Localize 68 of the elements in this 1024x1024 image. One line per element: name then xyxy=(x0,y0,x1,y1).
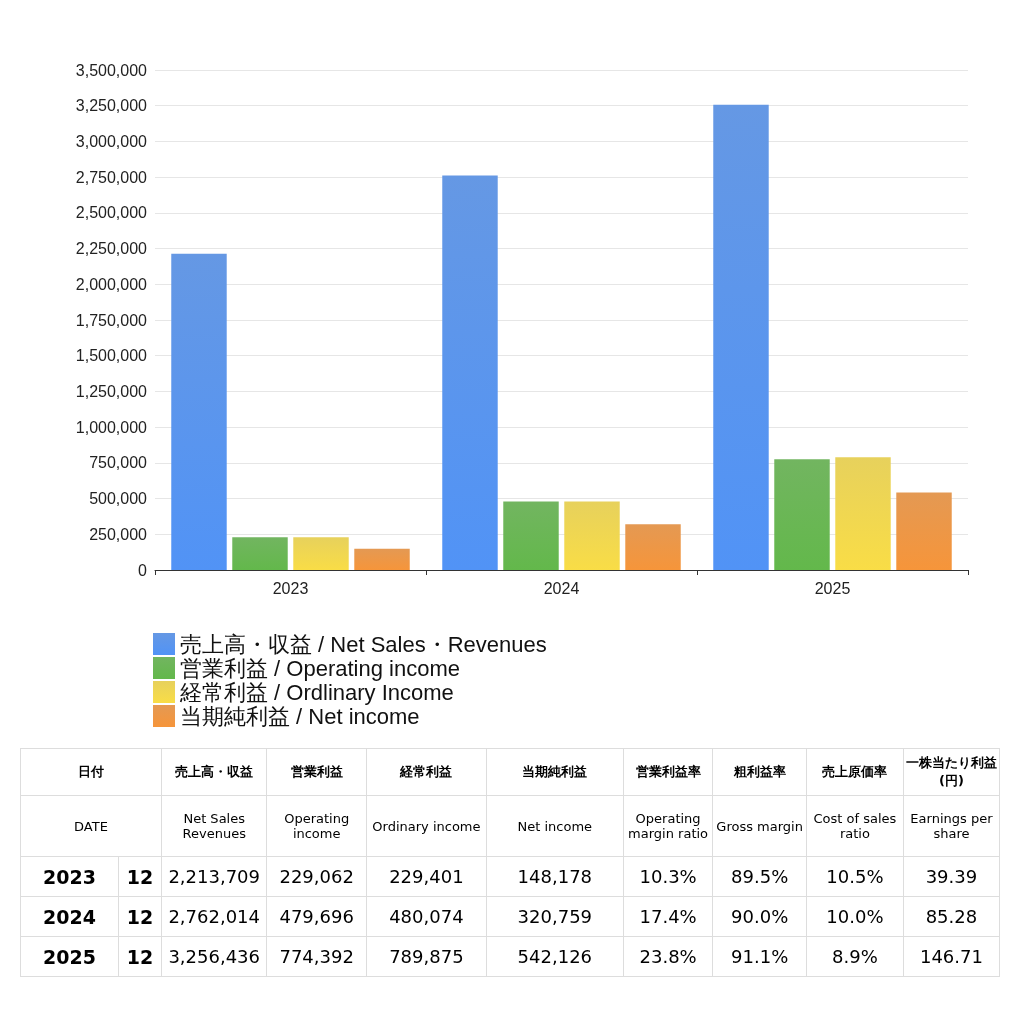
y-tick-label: 2,500,000 xyxy=(75,204,148,222)
text: DATE xyxy=(20,795,162,857)
text: 一株当たり利益(円) xyxy=(903,748,1000,796)
text: 2,213,709 xyxy=(161,856,267,897)
text: Net Sales Revenues xyxy=(161,795,267,857)
y-tick-label: 750,000 xyxy=(89,454,148,472)
text: 774,392 xyxy=(266,936,367,977)
text: 17.4% xyxy=(623,896,713,937)
category-label: 2024 xyxy=(43,905,96,928)
y-tick-label: 3,500,000 xyxy=(75,61,148,79)
text: 売上原価率 xyxy=(806,748,904,796)
text: 91.1% xyxy=(712,936,807,977)
text: 2,762,014 xyxy=(161,896,267,937)
text: 10.5% xyxy=(806,856,904,897)
text: 542,126 xyxy=(486,936,624,977)
category-label: 2025 xyxy=(43,945,96,968)
x-tick-label: 2023 xyxy=(272,579,309,597)
text: 148,178 xyxy=(486,856,624,897)
text: Operating margin ratio xyxy=(623,795,713,857)
text: 売上高・収益 xyxy=(161,748,267,796)
text: Operating income xyxy=(266,795,367,857)
text: 営業利益 xyxy=(266,748,367,796)
text: 12 xyxy=(118,896,162,937)
y-tick-label: 2,250,000 xyxy=(75,240,148,258)
text: 23.8% xyxy=(623,936,713,977)
text: 当期純利益 xyxy=(486,748,624,796)
y-tick-label: 1,750,000 xyxy=(75,311,148,329)
y-tick-label: 1,250,000 xyxy=(75,382,148,400)
category-label: 2023 xyxy=(43,865,96,888)
text: Cost of sales ratio xyxy=(806,795,904,857)
text: 320,759 xyxy=(486,896,624,937)
y-tick-label: 3,250,000 xyxy=(75,97,148,115)
x-tick-label: 2025 xyxy=(814,579,851,597)
text: 229,062 xyxy=(266,856,367,897)
text: 粗利益率 xyxy=(712,748,807,796)
text: 39.39 xyxy=(903,856,1000,897)
text: 日付 xyxy=(20,748,162,796)
text: 8.9% xyxy=(806,936,904,977)
text: 営業利益率 xyxy=(623,748,713,796)
y-tick-label: 3,000,000 xyxy=(75,132,148,150)
text: Ordinary income xyxy=(366,795,487,857)
y-tick-label: 500,000 xyxy=(89,490,148,508)
text: 経常利益 xyxy=(366,748,487,796)
y-tick-label: 1,000,000 xyxy=(75,418,148,436)
y-tick-label: 1,500,000 xyxy=(75,347,148,365)
text: 789,875 xyxy=(366,936,487,977)
text: Earnings per share xyxy=(903,795,1000,857)
text: Gross margin xyxy=(712,795,807,857)
text: 480,074 xyxy=(366,896,487,937)
text: 3,256,436 xyxy=(161,936,267,977)
text: 12 xyxy=(118,936,162,977)
text: 229,401 xyxy=(366,856,487,897)
x-tick-label: 2024 xyxy=(543,579,580,597)
text: 146.71 xyxy=(903,936,1000,977)
text: Net income xyxy=(486,795,624,857)
text: 10.3% xyxy=(623,856,713,897)
legend-label: 営業利益 / Operating income xyxy=(180,655,460,681)
text: 479,696 xyxy=(266,896,367,937)
text: 89.5% xyxy=(712,856,807,897)
legend-label: 売上高・収益 / Net Sales・Revenues xyxy=(180,631,547,657)
y-tick-label: 0 xyxy=(138,561,148,579)
y-tick-label: 2,750,000 xyxy=(75,168,148,186)
text: 90.0% xyxy=(712,896,807,937)
y-tick-label: 250,000 xyxy=(89,525,148,543)
text: 85.28 xyxy=(903,896,1000,937)
y-tick-label: 2,000,000 xyxy=(75,275,148,293)
text: 10.0% xyxy=(806,896,904,937)
text: 12 xyxy=(118,856,162,897)
